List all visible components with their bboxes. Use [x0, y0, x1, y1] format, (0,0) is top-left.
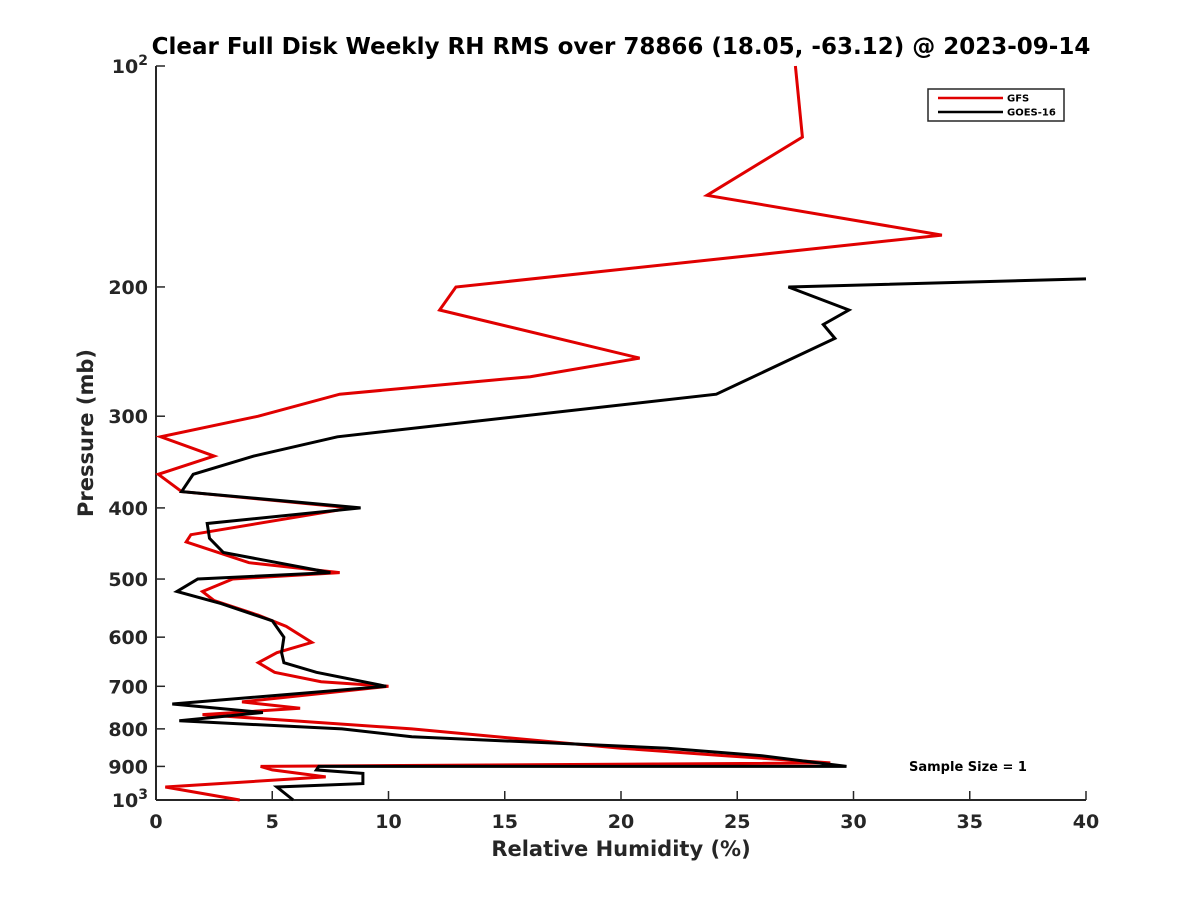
y-tick-label: 900 [108, 756, 148, 778]
y-axis-label: Pressure (mb) [74, 349, 98, 517]
sample-size-annotation: Sample Size = 1 [909, 760, 1027, 775]
legend-label-gfs: GFS [1007, 94, 1029, 105]
x-tick-label: 35 [957, 811, 983, 833]
y-tick-label: 400 [108, 498, 148, 520]
x-tick-label: 15 [492, 811, 518, 833]
legend-label-goes16: GOES-16 [1007, 108, 1056, 119]
series-line-gfs [155, 65, 943, 802]
legend-box [927, 88, 1065, 122]
x-tick-label: 25 [724, 811, 750, 833]
y-tick-label: 103 [112, 787, 148, 812]
x-axis-label: Relative Humidity (%) [491, 837, 750, 861]
y-tick-label: 500 [108, 569, 148, 591]
chart-title: Clear Full Disk Weekly RH RMS over 78866… [152, 34, 1091, 60]
y-tick-label: 300 [108, 406, 148, 428]
legend: GFS GOES-16 [927, 88, 1065, 122]
series-lines [155, 65, 1087, 802]
series-line-goes16 [172, 277, 1087, 802]
x-tick-label: 0 [149, 811, 162, 833]
x-tick-label: 10 [375, 811, 401, 833]
x-tick-label: 5 [266, 811, 279, 833]
x-tick-label: 40 [1073, 811, 1099, 833]
x-tick-label: 30 [840, 811, 866, 833]
y-tick-label: 600 [108, 627, 148, 649]
y-tick-label: 700 [108, 676, 148, 698]
y-tick-label: 102 [112, 53, 148, 78]
y-axis-ticks: 102 200 300 400 500 600 700 800 900 103 [108, 53, 165, 812]
y-tick-label: 200 [108, 277, 148, 299]
x-axis-ticks: 0 5 10 15 20 25 30 35 40 [149, 791, 1099, 833]
y-tick-label: 800 [108, 719, 148, 741]
x-tick-label: 20 [608, 811, 634, 833]
